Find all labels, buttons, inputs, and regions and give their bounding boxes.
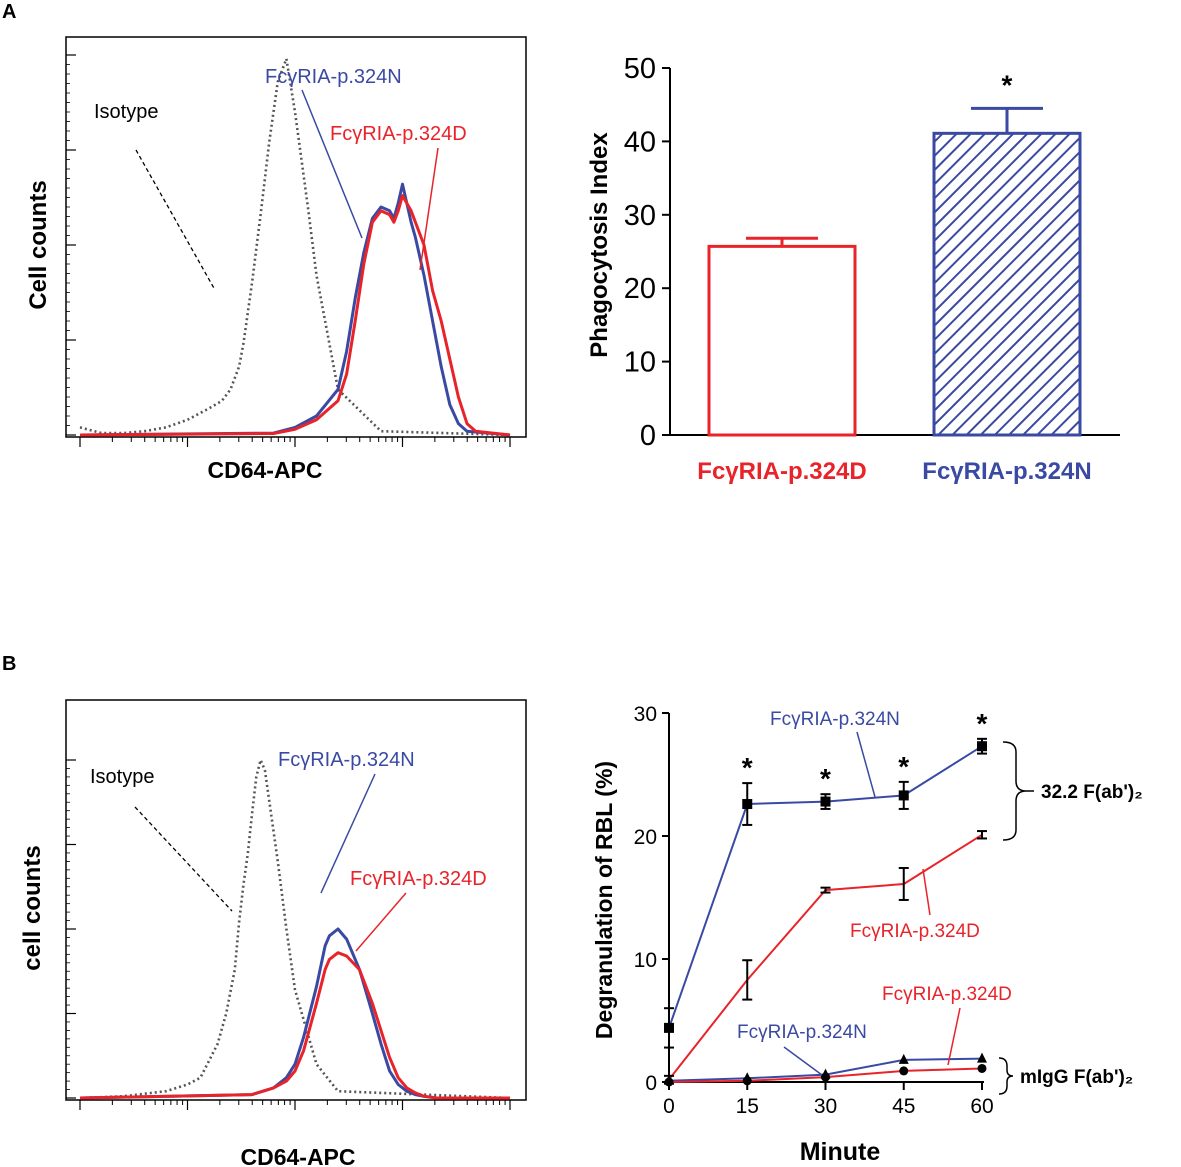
histogram-a-series-isotype xyxy=(79,57,511,437)
histogram-a-frame xyxy=(65,36,527,438)
histogram-b-324n-label: FcγRIA-p.324N xyxy=(278,749,415,771)
bar-chart-a-category-324n: FcγRIA-p.324N xyxy=(922,458,1091,485)
panel-label-a: A xyxy=(2,1,16,23)
line-chart-b-leader-324n-top xyxy=(856,731,876,798)
line-chart-b-series-0-marker xyxy=(742,799,753,810)
line-chart-b-significance: * xyxy=(742,752,753,783)
histogram-b-ticks xyxy=(66,759,511,1110)
line-chart-b: 0 10 20 30 0 15 30 45 60 * * * * Degranulation of R… xyxy=(591,703,1143,1166)
bar-chart-a-ytick-label: 0 xyxy=(640,420,656,452)
line-chart-b-series-0-marker xyxy=(664,1022,674,1033)
line-chart-b-series: * * * * xyxy=(664,708,988,1087)
bar-324n-significance: * xyxy=(1002,69,1013,100)
bar-chart-a: 0 10 20 30 40 50 * Phagocytosis Index FcγRIA-… xyxy=(586,53,1120,485)
line-chart-b-leader-324d-low xyxy=(947,1007,961,1066)
line-chart-b-series-2-marker xyxy=(898,1053,909,1064)
line-chart-b-xtick-label: 60 xyxy=(970,1095,993,1118)
bracket-32-2 xyxy=(1002,741,1027,841)
line-chart-b-series-0-marker xyxy=(820,796,831,807)
line-chart-b-ytick-label: 20 xyxy=(634,826,657,849)
bar-chart-a-ylabel: Phagocytosis Index xyxy=(586,132,613,358)
line-chart-b-ytick-label: 10 xyxy=(634,949,657,972)
bar-chart-a-category-324d: FcγRIA-p.324D xyxy=(697,458,866,485)
line-chart-b-label-324n-low: FcγRIA-p.324N xyxy=(737,1022,867,1043)
line-chart-b-series-3-marker xyxy=(899,1066,909,1076)
histogram-a-series xyxy=(79,57,511,437)
histogram-b-frame xyxy=(65,699,527,1101)
histogram-a-xlabel: CD64-APC xyxy=(207,457,322,483)
histogram-a-324d-label: FcγRIA-p.324D xyxy=(330,123,467,145)
bar-324d xyxy=(707,244,857,437)
line-chart-b-leader-324n-low xyxy=(783,1046,823,1076)
histogram-a-324n-label: FcγRIA-p.324N xyxy=(265,66,402,88)
line-chart-b-series-3-marker xyxy=(742,1076,752,1086)
line-chart-b-ytick-label: 30 xyxy=(634,703,657,726)
histogram-a-ylabel: Cell counts xyxy=(25,180,52,309)
histogram-a-324n-leader xyxy=(301,89,363,239)
line-chart-b-significance: * xyxy=(977,708,988,739)
line-chart-b-xtick-label: 0 xyxy=(663,1095,675,1118)
line-chart-b-label-324n-top: FcγRIA-p.324N xyxy=(770,709,900,730)
line-chart-b-xtick-label: 45 xyxy=(892,1095,915,1118)
histogram-a-series-324n xyxy=(79,182,511,437)
histogram-b-series-isotype xyxy=(79,758,511,1100)
bracket-migg xyxy=(998,1057,1014,1095)
histogram-b-isotype-label: Isotype xyxy=(90,766,154,788)
histogram-b-324d-leader xyxy=(355,892,407,952)
bar-chart-a-ytick-label: 50 xyxy=(624,53,656,85)
line-chart-b-series-3-marker xyxy=(821,1072,830,1082)
bracket-32-2-label: 32.2 F(ab')₂ xyxy=(1041,782,1143,803)
line-chart-b-series-0-marker xyxy=(977,741,987,752)
bar-chart-a-ytick-label: 20 xyxy=(624,273,656,305)
histogram-a-ticks xyxy=(66,54,511,447)
bar-chart-a-ytick-label: 10 xyxy=(624,347,656,379)
bar-chart-a-ytick-label: 40 xyxy=(624,126,656,158)
histogram-b-series-324d xyxy=(79,951,510,1100)
line-chart-b-xtick-label: 30 xyxy=(814,1095,837,1118)
histogram-b-series-324n xyxy=(79,927,510,1100)
histogram-a-324d-leader xyxy=(419,147,439,271)
bar-324n xyxy=(932,131,1082,437)
line-chart-b-ytick-label: 0 xyxy=(645,1072,657,1095)
line-chart-b-series-0-marker xyxy=(898,790,909,801)
histogram-b-series xyxy=(79,758,511,1100)
line-chart-b-label-324d-mid: FcγRIA-p.324D xyxy=(850,921,980,942)
bar-chart-a-bars: * xyxy=(707,69,1082,437)
histogram-a-isotype-label: Isotype xyxy=(94,101,158,123)
line-chart-b-xtick-label: 15 xyxy=(736,1095,759,1118)
histogram-a-isotype-leader xyxy=(135,149,216,291)
line-chart-b-xlabel: Minute xyxy=(800,1138,881,1166)
panel-label-b: B xyxy=(2,653,16,675)
histogram-b-324d-label: FcγRIA-p.324D xyxy=(350,868,487,890)
line-chart-b-series-3-marker xyxy=(977,1063,987,1073)
histogram-b-isotype-leader xyxy=(134,806,233,912)
line-chart-b-significance: * xyxy=(820,763,831,794)
histogram-a-series-324d xyxy=(79,194,511,437)
bracket-migg-label: mIgG F(ab')₂ xyxy=(1020,1067,1133,1088)
histogram-b-324n-leader xyxy=(320,773,376,894)
line-chart-b-label-324d-low: FcγRIA-p.324D xyxy=(882,984,1012,1005)
line-chart-b-series-3-marker xyxy=(664,1077,674,1087)
histogram-b-ylabel: cell counts xyxy=(19,845,46,970)
histogram-a: Isotype FcγRIA-p.324N FcγRIA-p.324D Cell… xyxy=(25,36,527,483)
line-chart-b-series-2-marker xyxy=(977,1052,987,1063)
line-chart-b-ylabel: Degranulation of RBL (%) xyxy=(591,761,617,1039)
histogram-b-xlabel: CD64-APC xyxy=(240,1144,355,1167)
bar-chart-a-ytick-label: 30 xyxy=(624,200,656,232)
line-chart-b-significance: * xyxy=(898,751,909,782)
histogram-b: Isotype FcγRIA-p.324N FcγRIA-p.324D cell… xyxy=(19,699,527,1167)
line-chart-b-leader-324d-mid xyxy=(922,868,931,916)
